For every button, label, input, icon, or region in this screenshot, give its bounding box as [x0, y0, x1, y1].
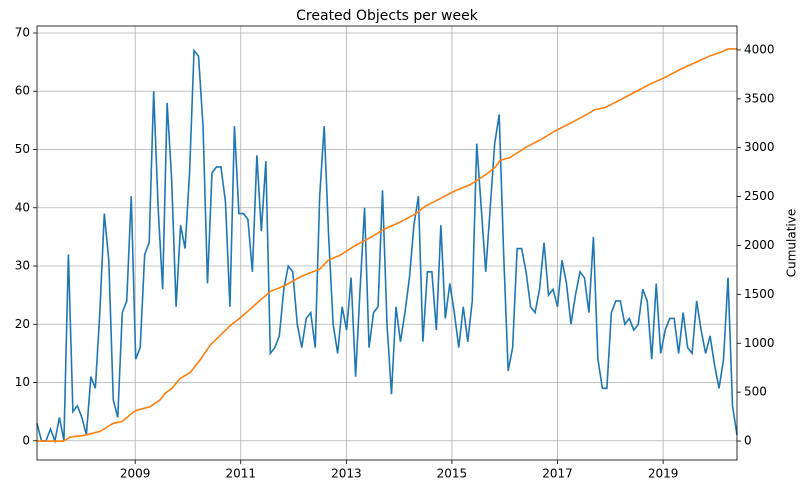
y-tick-label: 50	[15, 142, 30, 156]
y2-axis-label: Cumulative	[785, 209, 799, 278]
x-tick-label: 2017	[542, 467, 573, 481]
y2-tick-label: 500	[744, 385, 767, 399]
y2-tick-label: 3500	[744, 91, 775, 105]
y2-tick-label: 1500	[744, 287, 775, 301]
y-tick-label: 60	[15, 84, 30, 98]
y-tick-label: 10	[15, 375, 30, 389]
plot-frame	[36, 25, 738, 461]
x-tick-label: 2011	[225, 467, 256, 481]
y2-tick-label: 2000	[744, 238, 775, 252]
y-tick-label: 30	[15, 259, 30, 273]
x-tick-label: 2013	[331, 467, 362, 481]
chart-title: Created Objects per week	[296, 8, 479, 24]
y-tick-label: 40	[15, 200, 30, 214]
data-line	[37, 48, 737, 442]
x-tick-label: 2015	[437, 467, 468, 481]
y2-tick-label: 1000	[744, 336, 775, 350]
y-tick-label: 70	[15, 25, 30, 39]
y-tick-label: 20	[15, 317, 30, 331]
y2-tick-label: 2500	[744, 189, 775, 203]
y2-tick-label: 0	[744, 434, 752, 448]
x-tick-label: 2019	[648, 467, 679, 481]
y2-tick-label: 4000	[744, 42, 775, 56]
y2-tick-label: 3000	[744, 140, 775, 154]
data-line	[36, 48, 738, 444]
x-tick-label: 2009	[120, 467, 151, 481]
y-tick-label: 0	[22, 433, 30, 447]
